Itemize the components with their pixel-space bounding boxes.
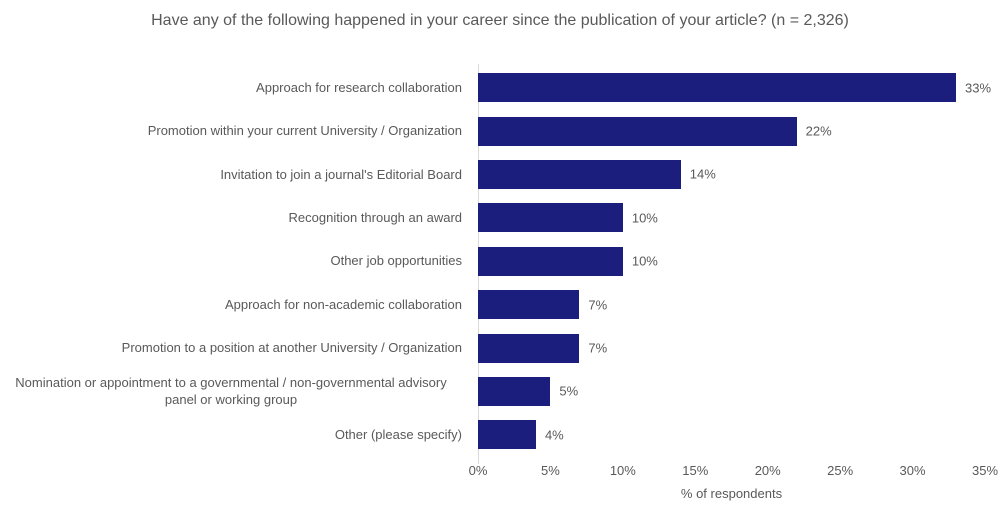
bar-rows: Approach for research collaboration 33% Pr… (0, 66, 1000, 457)
x-tick-label: 10% (609, 463, 636, 478)
category-label: Promotion to a position at another Unive… (121, 340, 462, 356)
bar-track: 5% (478, 376, 985, 406)
bar-row: Promotion to a position at another Unive… (0, 326, 1000, 369)
value-label: 22% (805, 123, 832, 139)
value-label: 7% (588, 340, 608, 356)
bar (478, 203, 623, 233)
bar-track: 33% (478, 73, 991, 103)
bar-track: 10% (478, 246, 985, 276)
bar (478, 116, 797, 146)
bar-track: 10% (478, 203, 985, 233)
chart-title: Have any of the following happened in yo… (151, 12, 849, 29)
bar-row: Approach for research collaboration 33% (0, 66, 1000, 109)
bar (478, 290, 580, 320)
category-label: Approach for research collaboration (256, 79, 462, 95)
bar-track: 14% (478, 159, 985, 189)
category-label: Approach for non-academic collaboration (224, 296, 462, 312)
bar (478, 246, 623, 276)
x-tick-label: 25% (827, 463, 854, 478)
category-label: Promotion within your current University… (147, 123, 462, 139)
bar-track: 4% (478, 420, 985, 450)
bar (478, 333, 580, 363)
category-label: Other job opportunities (330, 253, 462, 269)
bar-row: Other job opportunities 10% (0, 240, 1000, 283)
category-label: Other (please specify) (334, 427, 462, 443)
x-tick-label: 0% (468, 463, 488, 478)
bar-track: 22% (478, 116, 985, 146)
value-label: 14% (689, 166, 716, 182)
value-label: 33% (965, 80, 992, 96)
category-label: Recognition through an award (288, 210, 462, 226)
bar-row: Promotion within your current University… (0, 109, 1000, 152)
bar (478, 73, 957, 103)
x-tick-label: 20% (754, 463, 781, 478)
x-axis-title: % of respondents (680, 486, 783, 501)
value-label: 7% (588, 297, 608, 313)
bar (478, 159, 681, 189)
bar-track: 7% (478, 290, 985, 320)
bar-row: Recognition through an award 10% (0, 196, 1000, 239)
x-tick-label: 30% (899, 463, 926, 478)
x-tick-label: 35% (971, 463, 999, 478)
value-label: 5% (559, 383, 579, 399)
value-label: 10% (631, 253, 658, 269)
value-label: 10% (631, 210, 658, 226)
x-tick-label: 15% (682, 463, 709, 478)
value-label: 4% (544, 427, 564, 443)
category-label: Nomination or appointment to a governmen… (15, 374, 447, 408)
x-tick-label: 5% (541, 463, 560, 478)
bar-row: Nomination or appointment to a governmen… (0, 370, 1000, 413)
bar-track: 7% (478, 333, 985, 363)
x-axis: 0% 5% 10% 15% 20% 25% 30% 35% (469, 463, 998, 479)
bar (478, 420, 536, 450)
bar-row: Approach for non-academic collaboration 7… (0, 283, 1000, 326)
bar-row: Other (please specify) 4% (0, 413, 1000, 456)
category-label: Invitation to join a journal's Editorial… (220, 166, 462, 182)
bar (478, 376, 551, 406)
bar-row: Invitation to join a journal's Editorial… (0, 153, 1000, 196)
